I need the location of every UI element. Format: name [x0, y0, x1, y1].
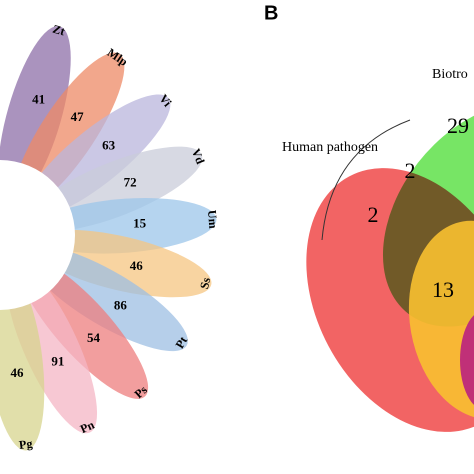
petal-label: Um [205, 209, 220, 229]
petal [31, 229, 212, 298]
petal-count: 47 [71, 109, 85, 124]
petal-count: 91 [51, 353, 64, 368]
outline [321, 119, 411, 241]
petal-count: 41 [32, 91, 45, 106]
flower-center [0, 160, 75, 310]
petal [13, 52, 125, 209]
petal-count: 63 [102, 138, 116, 153]
region-count: 2 [405, 158, 416, 183]
petal-count: 86 [114, 297, 128, 312]
petal-count: 15 [133, 216, 147, 231]
set-label: Human pathogen [282, 140, 378, 155]
petal-count: 54 [87, 330, 101, 345]
petal-count: 46 [130, 258, 144, 273]
petal [18, 257, 149, 399]
petal [0, 26, 71, 204]
petal-label: Pg [18, 436, 33, 452]
set-label: Biotro [432, 67, 468, 82]
petal-label: Zt [51, 22, 66, 39]
petal [27, 246, 188, 352]
petal-count: 46 [11, 365, 25, 380]
petal [0, 267, 45, 451]
venn-diagram: B Human pathogen Biotro 29 2 2 13 [264, 2, 474, 432]
petal-count: 72 [124, 174, 137, 189]
petal-label: Pn [78, 417, 97, 436]
third-set [408, 220, 474, 420]
fourth-set [460, 315, 474, 405]
panel-label: B [264, 2, 278, 24]
petal-label: Vd [189, 147, 208, 167]
region-count: 13 [432, 277, 454, 302]
region-count: 2 [368, 202, 379, 227]
region-count: 29 [447, 113, 469, 138]
petal-label: Ss [197, 276, 213, 291]
